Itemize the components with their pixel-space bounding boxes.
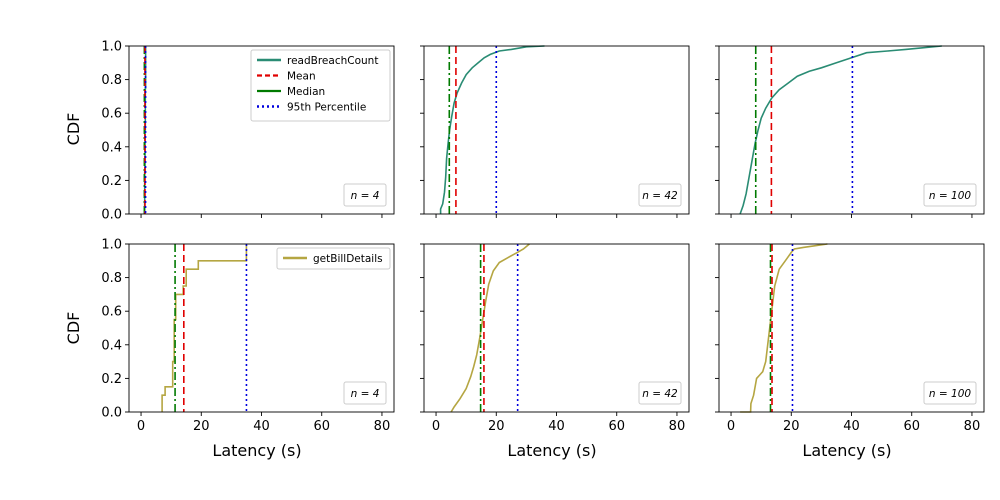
legend-r0: readBreachCount Mean Median 95th Percentile <box>250 49 391 122</box>
x-tick-label-60-c2: 60 <box>903 419 920 434</box>
x-axis-label-left: Latency (s) <box>212 441 301 460</box>
n-annotation-r0-c2: n = 100 <box>929 190 971 202</box>
y-tick-label-0-r1: 0.0 <box>101 406 122 421</box>
panel-r0-c2: n = 100 <box>715 45 985 218</box>
y-tick-label-5-r0: 1.0 <box>101 40 122 55</box>
legend-label-3-r0: 95th Percentile <box>287 101 366 113</box>
x-tick-label-40-c0: 40 <box>253 419 270 434</box>
n-annotation-box-r1-c1 <box>638 381 682 405</box>
n-annotation-box-r0-c1 <box>638 183 682 207</box>
x-tick-label-80-c0: 80 <box>374 419 391 434</box>
n-annotation-box-r1-c0 <box>343 381 387 405</box>
legend-box-r1 <box>276 247 391 270</box>
legend-label-1-r0: Mean <box>287 70 316 82</box>
cdf-line-getBillDetails-r1-c0 <box>161 244 248 412</box>
legend-box-r0 <box>250 49 391 122</box>
x-tick-label-0-c0: 0 <box>137 419 145 434</box>
panel-r1-c2: 0 20 40 60 80 n = 100 <box>715 243 985 434</box>
n-annotation-r1-c0: n = 4 <box>351 388 380 400</box>
cdf-line-getBillDetails-r1-c1 <box>450 243 530 413</box>
legend-r1: getBillDetails <box>276 247 391 270</box>
n-annotation-box-r1-c2 <box>923 381 977 405</box>
x-tick-label-40-c1: 40 <box>548 419 565 434</box>
y-tick-label-4-r0: 0.8 <box>101 73 122 88</box>
panel-r1-c1: 0 20 40 60 80 n = 42 <box>420 243 690 434</box>
x-tick-label-60-c0: 60 <box>313 419 330 434</box>
y-tick-label-1-r1: 0.2 <box>101 372 122 387</box>
n-annotation-r0-c1: n = 42 <box>642 190 678 202</box>
n-annotation-r1-c1: n = 42 <box>642 388 678 400</box>
y-tick-label-3-r1: 0.6 <box>101 305 122 320</box>
x-tick-label-20-c1: 20 <box>488 419 505 434</box>
legend-label-2-r0: Median <box>287 86 325 98</box>
y-axis-label-bottom: CDF <box>64 312 83 345</box>
legend-label-0-r1: getBillDetails <box>313 253 383 265</box>
panel-r0-c0: 0.0 0.2 0.4 0.6 0.8 1.0 n = 4 readBreachCount Me… <box>101 40 395 223</box>
y-tick-label-2-r0: 0.4 <box>101 140 122 155</box>
y-tick-label-1-r0: 0.2 <box>101 174 122 189</box>
panel-grid: 0.0 0.2 0.4 0.6 0.8 1.0 n = 4 readBreachCount Me… <box>101 40 985 434</box>
x-tick-label-80-c2: 80 <box>964 419 981 434</box>
cdf-line-getBillDetails-r1-c2 <box>740 243 828 413</box>
y-tick-label-5-r1: 1.0 <box>101 238 122 253</box>
cdf-line-readBreachCount-r0-c2 <box>739 45 942 215</box>
x-axis-label-right: Latency (s) <box>802 441 891 460</box>
x-tick-label-0-c1: 0 <box>432 419 440 434</box>
x-tick-label-0-c2: 0 <box>727 419 735 434</box>
panel-r1-c0: 0 20 40 60 80 0.0 0.2 0.4 0.6 0.8 1.0 n = 4 getBillD… <box>101 238 395 434</box>
x-axis-label-middle: Latency (s) <box>507 441 596 460</box>
y-tick-label-4-r1: 0.8 <box>101 271 122 286</box>
legend-label-0-r0: readBreachCount <box>287 55 378 67</box>
n-annotation-box-r0-c0 <box>343 183 387 207</box>
y-axis-label-top: CDF <box>64 113 83 146</box>
n-annotation-r1-c2: n = 100 <box>929 388 971 400</box>
x-tick-label-60-c1: 60 <box>608 419 625 434</box>
y-tick-label-2-r1: 0.4 <box>101 338 122 353</box>
y-tick-label-0-r0: 0.0 <box>101 208 122 223</box>
y-tick-label-3-r0: 0.6 <box>101 107 122 122</box>
x-tick-label-40-c2: 40 <box>843 419 860 434</box>
x-tick-label-20-c2: 20 <box>783 419 800 434</box>
x-tick-label-80-c1: 80 <box>669 419 686 434</box>
n-annotation-r0-c0: n = 4 <box>351 190 380 202</box>
n-annotation-box-r0-c2 <box>923 183 977 207</box>
x-tick-label-20-c0: 20 <box>193 419 210 434</box>
panel-r0-c1: n = 42 <box>420 45 690 218</box>
